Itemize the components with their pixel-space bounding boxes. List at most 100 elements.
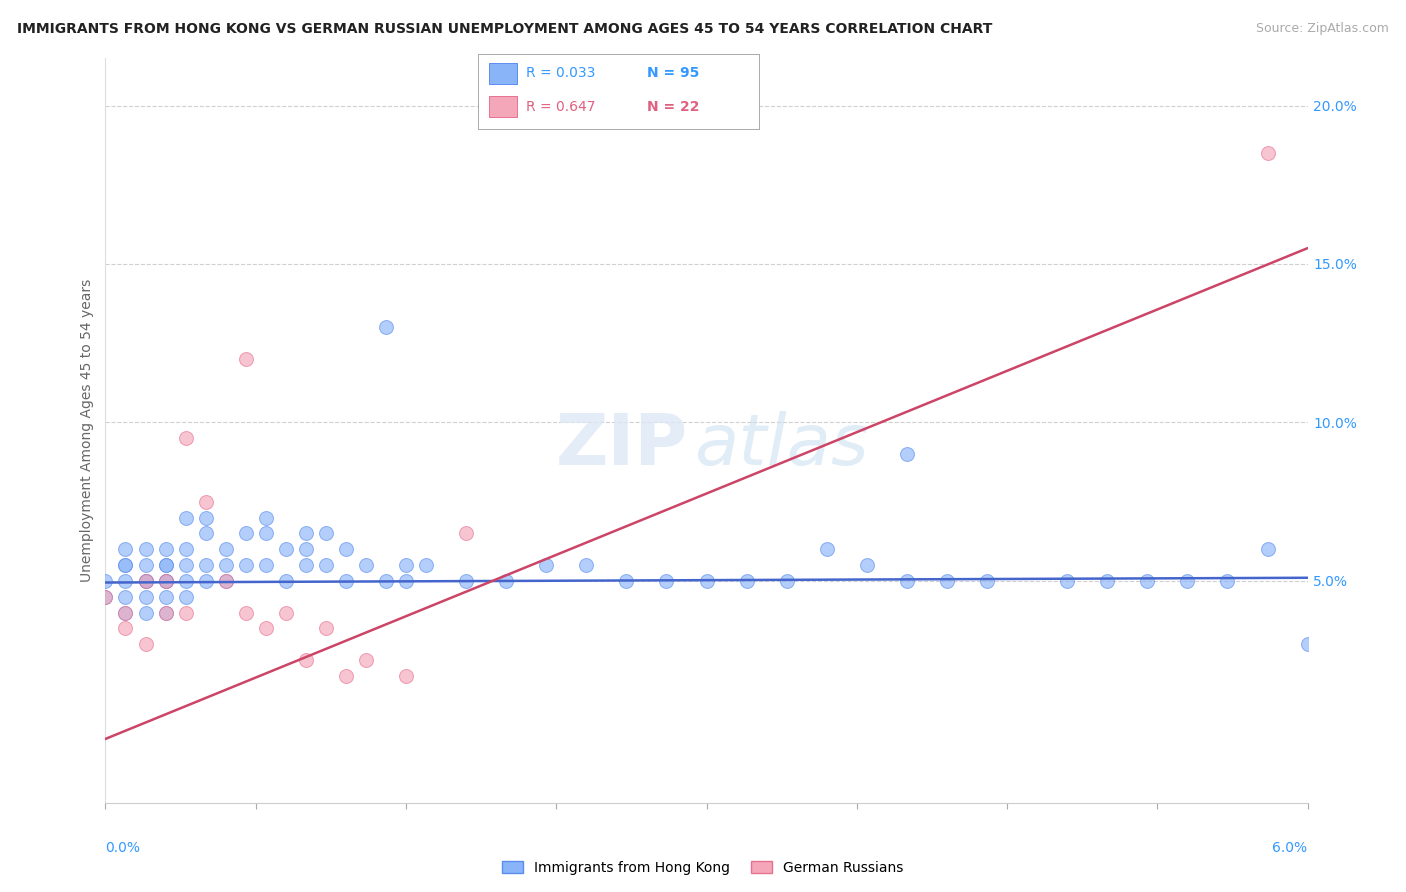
Point <box>696 574 718 588</box>
Point <box>194 494 217 508</box>
Point <box>135 637 157 651</box>
Point <box>274 542 297 557</box>
Point <box>174 574 197 588</box>
Point <box>235 558 257 573</box>
Point <box>335 574 357 588</box>
Point <box>155 574 177 588</box>
Point <box>295 526 318 541</box>
Point <box>1257 146 1279 161</box>
Point <box>254 558 277 573</box>
Point <box>274 606 297 620</box>
Point <box>976 574 998 588</box>
Point <box>155 606 177 620</box>
Point <box>155 558 177 573</box>
Point <box>616 574 638 588</box>
Point <box>1056 574 1078 588</box>
Point <box>855 558 877 573</box>
Point <box>135 574 157 588</box>
Point <box>575 558 598 573</box>
Point <box>896 574 918 588</box>
Point <box>1175 574 1198 588</box>
Point <box>135 542 157 557</box>
Point <box>354 653 377 667</box>
Point <box>936 574 959 588</box>
Point <box>235 526 257 541</box>
Point <box>295 653 318 667</box>
Point <box>114 622 136 636</box>
Point <box>114 606 136 620</box>
Point <box>194 574 217 588</box>
Point <box>135 606 157 620</box>
Point <box>1296 637 1319 651</box>
Point <box>214 542 236 557</box>
Point <box>214 558 236 573</box>
Point <box>174 510 197 524</box>
Point <box>335 669 357 683</box>
Point <box>155 574 177 588</box>
Point <box>315 622 337 636</box>
Point <box>114 574 136 588</box>
Point <box>735 574 758 588</box>
Point <box>174 558 197 573</box>
Point <box>174 590 197 604</box>
Point <box>135 574 157 588</box>
Point <box>395 669 418 683</box>
Point <box>254 526 277 541</box>
Text: 6.0%: 6.0% <box>1272 841 1308 855</box>
Point <box>114 590 136 604</box>
Point <box>254 622 277 636</box>
Text: N = 95: N = 95 <box>647 66 699 80</box>
Point <box>495 574 517 588</box>
Point <box>315 526 337 541</box>
Text: Source: ZipAtlas.com: Source: ZipAtlas.com <box>1256 22 1389 36</box>
Point <box>1257 542 1279 557</box>
Point <box>155 542 177 557</box>
Point <box>155 590 177 604</box>
Point <box>315 558 337 573</box>
Point <box>415 558 437 573</box>
Point <box>274 574 297 588</box>
Point <box>815 542 838 557</box>
Point <box>155 558 177 573</box>
Text: N = 22: N = 22 <box>647 100 699 113</box>
Point <box>354 558 377 573</box>
Text: IMMIGRANTS FROM HONG KONG VS GERMAN RUSSIAN UNEMPLOYMENT AMONG AGES 45 TO 54 YEA: IMMIGRANTS FROM HONG KONG VS GERMAN RUSS… <box>17 22 993 37</box>
Point <box>374 574 398 588</box>
Point <box>174 431 197 445</box>
Point <box>174 542 197 557</box>
Point <box>114 606 136 620</box>
Point <box>655 574 678 588</box>
Point <box>214 574 236 588</box>
Point <box>94 590 117 604</box>
Text: R = 0.033: R = 0.033 <box>526 66 595 80</box>
Point <box>235 606 257 620</box>
Point <box>335 542 357 557</box>
Point <box>1097 574 1119 588</box>
Point <box>295 542 318 557</box>
Point <box>135 590 157 604</box>
Point <box>235 352 257 367</box>
Point <box>896 447 918 461</box>
Point <box>94 574 117 588</box>
Point <box>114 558 136 573</box>
Point <box>194 526 217 541</box>
Point <box>1216 574 1239 588</box>
Bar <box>489 96 517 117</box>
Point <box>94 590 117 604</box>
Point <box>395 574 418 588</box>
Point <box>254 510 277 524</box>
Point <box>395 558 418 573</box>
Text: R = 0.647: R = 0.647 <box>526 100 595 113</box>
Point <box>114 542 136 557</box>
Text: atlas: atlas <box>695 411 869 480</box>
Point <box>295 558 318 573</box>
Text: ZIP: ZIP <box>557 411 689 480</box>
Point <box>135 558 157 573</box>
Point <box>374 320 398 334</box>
Y-axis label: Unemployment Among Ages 45 to 54 years: Unemployment Among Ages 45 to 54 years <box>80 279 94 582</box>
Legend: Immigrants from Hong Kong, German Russians: Immigrants from Hong Kong, German Russia… <box>496 855 910 880</box>
Point <box>534 558 557 573</box>
Point <box>155 574 177 588</box>
Point <box>214 574 236 588</box>
Point <box>155 606 177 620</box>
